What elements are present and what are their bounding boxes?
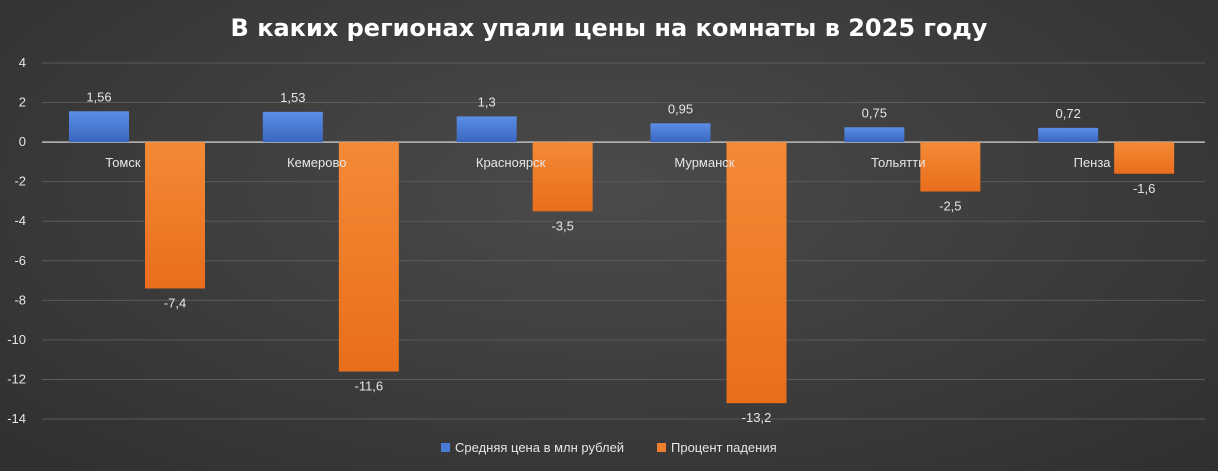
category-label: Кемерово bbox=[287, 155, 346, 170]
bar-avg-price bbox=[650, 123, 711, 143]
bar-percent-drop bbox=[145, 142, 205, 289]
category-label: Тольятти bbox=[871, 155, 925, 170]
bar-avg-price bbox=[456, 116, 517, 143]
chart-title: В каких регионах упали цены на комнаты в… bbox=[231, 14, 988, 42]
y-tick-label: -12 bbox=[7, 371, 26, 386]
legend-swatch-avg-price bbox=[441, 443, 450, 452]
legend-swatch-percent-drop bbox=[657, 443, 666, 452]
data-label: -13,2 bbox=[742, 410, 772, 425]
category-label: Красноярск bbox=[476, 155, 546, 170]
data-label: -11,6 bbox=[354, 379, 383, 394]
data-label: 1,56 bbox=[86, 89, 111, 104]
bar-percent-drop bbox=[532, 142, 593, 212]
bar-avg-price bbox=[262, 111, 323, 143]
category-label: Томск bbox=[105, 155, 141, 170]
y-tick-label: -8 bbox=[14, 292, 26, 307]
data-label: 0,75 bbox=[862, 105, 887, 120]
legend: Средняя цена в млн рублей Процент падения bbox=[441, 440, 777, 455]
data-label: -2,5 bbox=[939, 199, 961, 214]
y-tick-label: -14 bbox=[7, 411, 26, 426]
legend-label: Процент падения bbox=[671, 440, 777, 455]
bar-avg-price bbox=[1038, 127, 1099, 143]
gridlines bbox=[42, 62, 1205, 420]
bars bbox=[69, 111, 1175, 404]
bar-percent-drop bbox=[1114, 142, 1175, 174]
data-label: -1,6 bbox=[1133, 181, 1155, 196]
data-label: 0,72 bbox=[1056, 106, 1081, 121]
y-tick-label: 4 bbox=[19, 55, 26, 70]
y-tick-label: -6 bbox=[14, 253, 26, 268]
bar-percent-drop bbox=[338, 142, 399, 372]
data-label: -7,4 bbox=[164, 295, 186, 310]
data-label: 1,53 bbox=[280, 90, 305, 105]
y-tick-label: -4 bbox=[14, 213, 26, 228]
category-labels: Томск Кемерово Красноярск Мурманск Тольятти П… bbox=[105, 155, 1111, 170]
y-tick-label: -10 bbox=[7, 332, 26, 347]
y-axis-ticks: 4 2 0 -2 -4 -6 -8 -10 -12 -14 bbox=[7, 55, 26, 426]
legend-label: Средняя цена в млн рублей bbox=[455, 440, 624, 455]
category-label: Мурманск bbox=[674, 155, 734, 170]
y-tick-label: 0 bbox=[19, 134, 26, 149]
y-tick-label: 2 bbox=[19, 95, 26, 110]
bar-avg-price bbox=[69, 111, 129, 143]
data-label: 1,3 bbox=[478, 94, 496, 109]
bar-percent-drop bbox=[726, 142, 787, 404]
data-label: -3,5 bbox=[551, 218, 573, 233]
data-labels: 1,56 -7,4 1,53 -11,6 1,3 -3,5 0,95 -13,2 0,75 -2,… bbox=[86, 89, 1155, 425]
bar-avg-price bbox=[844, 127, 905, 143]
category-label: Пенза bbox=[1074, 155, 1112, 170]
data-label: 0,95 bbox=[668, 101, 693, 116]
bar-percent-drop bbox=[920, 142, 981, 192]
y-tick-label: -2 bbox=[14, 174, 26, 189]
